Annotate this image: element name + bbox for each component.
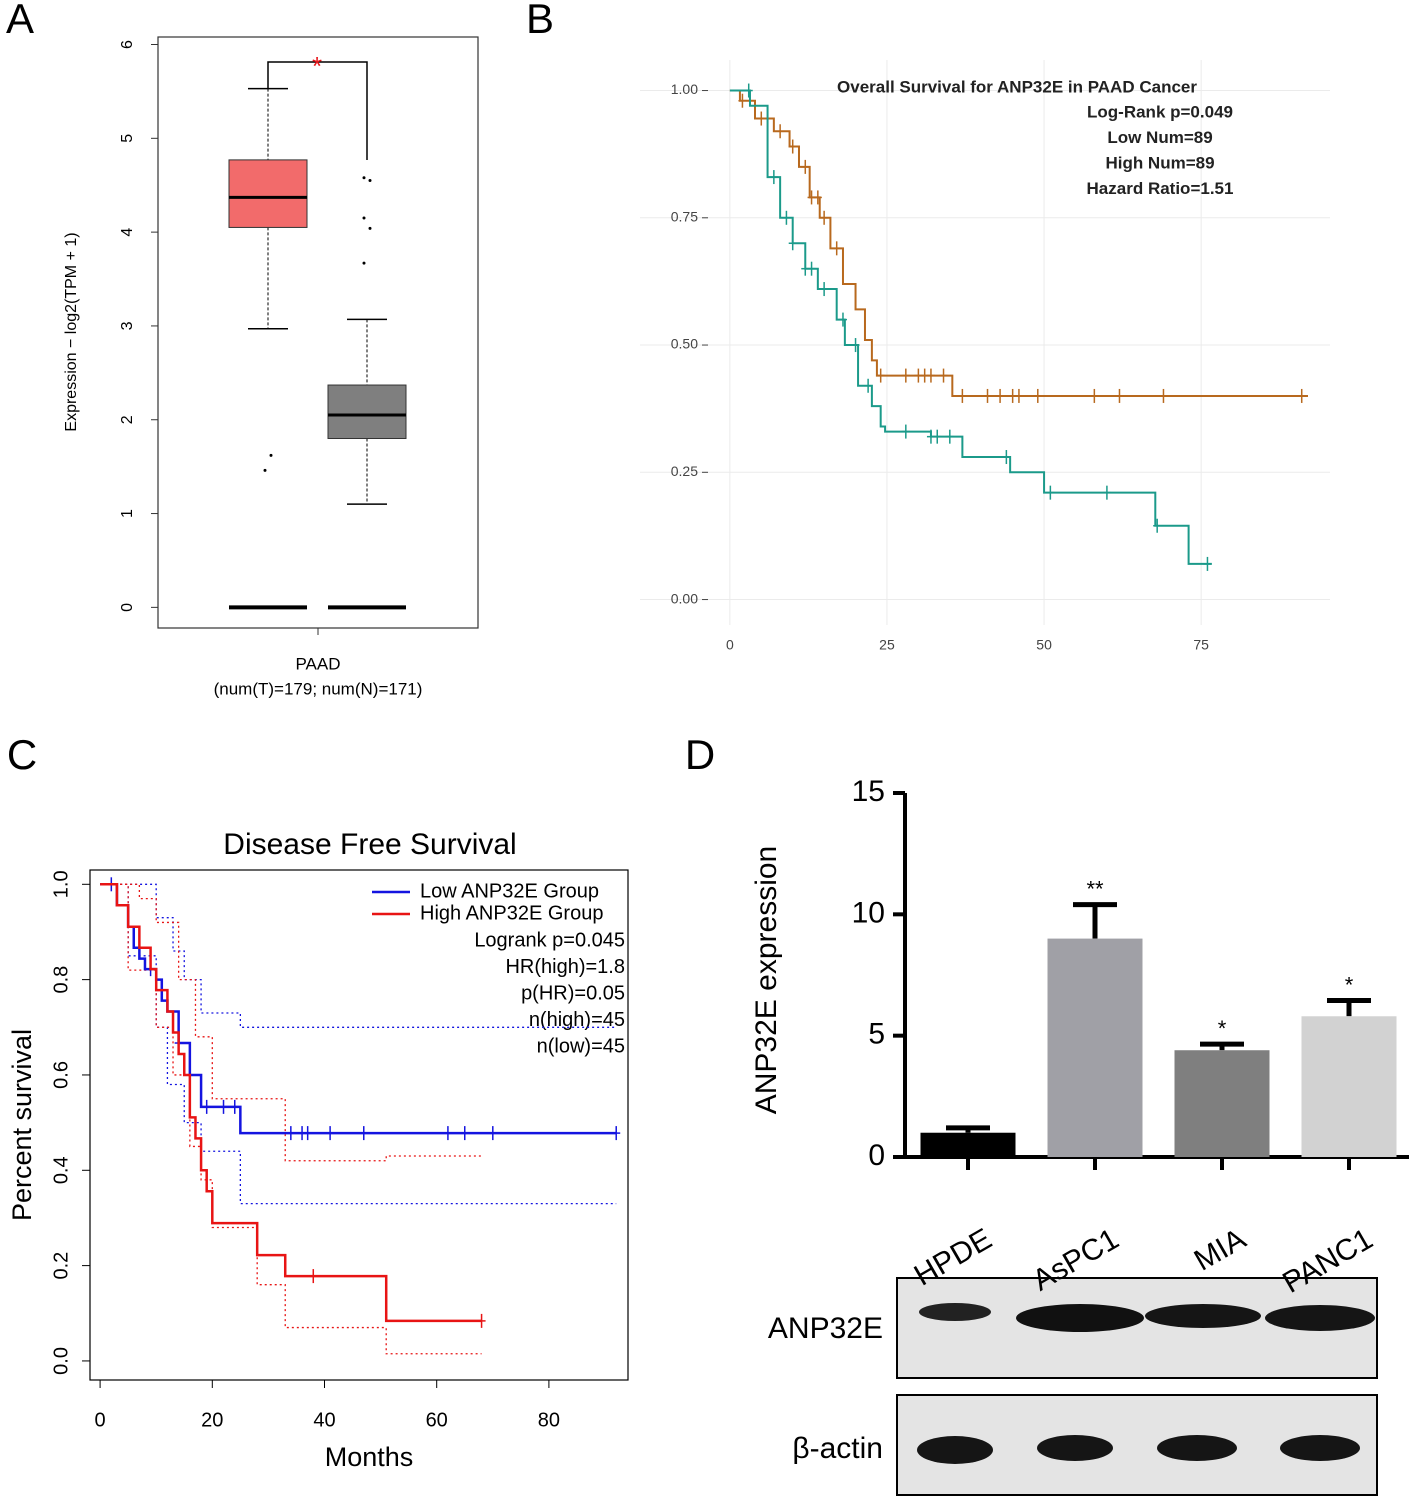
outlier	[362, 176, 366, 180]
x-tick-label: 0	[95, 1409, 106, 1431]
confidence-band	[100, 883, 617, 1205]
annotation: n(high)=45	[529, 1009, 625, 1031]
confidence-band	[100, 883, 617, 1028]
y-tick-label: 1.00	[671, 81, 698, 97]
chart-title: Disease Free Survival	[223, 828, 516, 861]
box	[228, 159, 308, 228]
bar	[1047, 938, 1143, 1157]
y-tick-label: 0.25	[671, 463, 698, 479]
panel-label: D	[685, 731, 715, 778]
blot-band	[1145, 1304, 1261, 1328]
annotation: Logrank p=0.045	[474, 929, 625, 951]
y-tick-label: 1	[119, 509, 136, 518]
outlier	[368, 179, 372, 183]
legend-label: Low ANP32E Group	[420, 880, 599, 902]
y-tick-label: 5	[868, 1018, 885, 1051]
significance-bracket	[267, 61, 368, 160]
blot-band	[1265, 1305, 1375, 1331]
outlier	[269, 453, 273, 457]
significance: **	[1086, 876, 1104, 901]
blot-band	[1037, 1435, 1113, 1461]
blot-band	[1157, 1435, 1237, 1461]
box	[327, 384, 407, 440]
y-tick-label: 0.8	[50, 966, 72, 994]
y-tick-label: 0.0	[50, 1347, 72, 1375]
bar	[1301, 1016, 1397, 1157]
outlier	[362, 261, 366, 265]
x-tick-label: 75	[1193, 637, 1209, 653]
legend-label: High ANP32E Group	[420, 902, 603, 924]
annotation: Low Num=89	[1107, 128, 1212, 147]
y-tick-label: 15	[852, 775, 885, 808]
x-tick-label: 20	[201, 1409, 223, 1431]
outlier	[362, 216, 366, 220]
plot-frame	[89, 869, 629, 1381]
y-tick-label: 2	[119, 415, 136, 424]
x-tick-label: 0	[726, 637, 734, 653]
annotation: p(HR)=0.05	[521, 982, 625, 1004]
y-tick-label: 4	[119, 228, 136, 237]
y-tick-label: 0	[868, 1139, 885, 1172]
x-tick-label: PAAD	[295, 654, 340, 673]
blot-label: β-actin	[792, 1432, 883, 1465]
x-tick-label: 60	[426, 1409, 448, 1431]
y-tick-label: 10	[852, 896, 885, 929]
blot-band	[919, 1303, 991, 1321]
blot-label: ANP32E	[768, 1312, 883, 1345]
annotation: Log-Rank p=0.049	[1087, 102, 1233, 121]
chart-title: Overall Survival for ANP32E in PAAD Canc…	[837, 77, 1197, 96]
annotation: n(low)=45	[537, 1035, 625, 1057]
confidence-band	[100, 883, 482, 1162]
y-tick-label: 5	[119, 134, 136, 143]
annotation: High Num=89	[1105, 153, 1214, 172]
y-tick-label: 6	[119, 40, 136, 49]
x-tick-note: (num(T)=179; num(N)=171)	[214, 679, 423, 698]
blot-band	[917, 1436, 993, 1464]
y-tick-label: 3	[119, 321, 136, 330]
y-tick-label: 0.75	[671, 208, 698, 224]
y-tick-label: 0.00	[671, 590, 698, 606]
y-tick-label: 0.4	[50, 1156, 72, 1184]
blot-band	[1280, 1435, 1360, 1461]
x-tick-label: 25	[879, 637, 895, 653]
y-axis-label: Percent survival	[7, 1029, 37, 1221]
y-axis-label: ANP32E expression	[750, 846, 783, 1114]
outlier	[263, 468, 267, 472]
y-tick-label: 0.2	[50, 1252, 72, 1280]
y-tick-label: 0.50	[671, 336, 698, 352]
blot-band	[1016, 1304, 1144, 1332]
panel-label: C	[7, 731, 37, 778]
survival-curve	[100, 883, 482, 1323]
significance: *	[1218, 1016, 1227, 1041]
annotation: Hazard Ratio=1.51	[1087, 179, 1234, 198]
y-tick-label: 1.0	[50, 870, 72, 898]
x-tick-label: 80	[538, 1409, 560, 1431]
significance-star: *	[312, 51, 322, 81]
x-tick-label: 50	[1036, 637, 1052, 653]
x-tick-label: 40	[313, 1409, 335, 1431]
bar	[920, 1132, 1016, 1157]
annotation: HR(high)=1.8	[505, 956, 625, 978]
western-blot	[896, 1277, 1378, 1496]
x-axis-label: Months	[325, 1442, 414, 1472]
significance: *	[1345, 972, 1354, 997]
panel-label: A	[6, 0, 34, 42]
outlier	[368, 226, 372, 230]
y-tick-label: 0.6	[50, 1061, 72, 1089]
y-axis-label: Expression − log2(TPM + 1)	[63, 232, 80, 431]
panel-label: B	[526, 0, 554, 42]
bar	[1174, 1050, 1270, 1157]
y-tick-label: 0	[119, 603, 136, 612]
